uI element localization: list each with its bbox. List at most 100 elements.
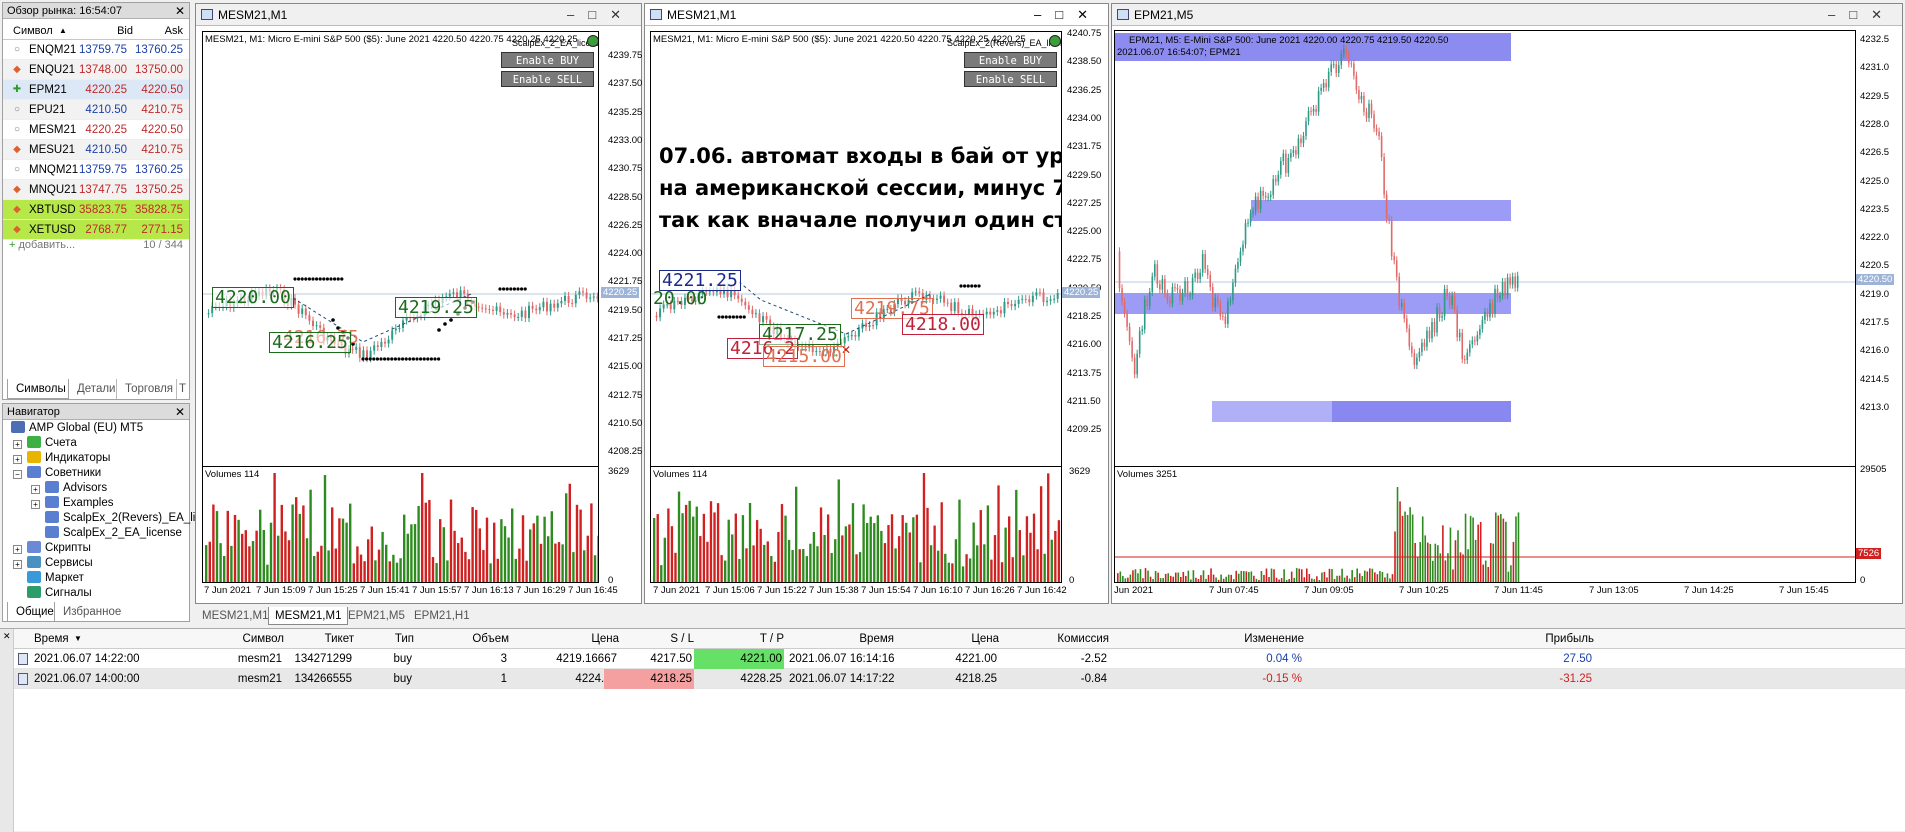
column-header[interactable]: Тикет: [324, 633, 354, 645]
column-header[interactable]: T / P: [759, 633, 784, 645]
chart-window-2-title-bar[interactable]: MESM21,M1 –□✕: [645, 4, 1108, 26]
column-header[interactable]: Изменение: [1244, 633, 1304, 645]
expand-icon[interactable]: +: [31, 485, 40, 494]
expand-icon[interactable]: +: [13, 440, 22, 449]
nav-scripts[interactable]: Скрипты: [27, 540, 91, 556]
chart2-price-plot[interactable]: ✕ MESM21, M1: Micro E-mini S&P 500 ($5):…: [650, 31, 1062, 467]
tab-favorites[interactable]: Избранное: [63, 606, 122, 618]
enable-sell-button[interactable]: Enable SELL: [501, 71, 594, 87]
nav-services[interactable]: Сервисы: [27, 555, 93, 571]
column-header[interactable]: Цена: [591, 633, 619, 645]
nav-ea-scalpex[interactable]: ScalpEx_2_EA_license: [45, 525, 182, 541]
nav-accounts[interactable]: Счета: [27, 435, 77, 451]
enable-sell-button[interactable]: Enable SELL: [964, 71, 1057, 87]
nav-broker[interactable]: AMP Global (EU) MT5: [11, 420, 143, 436]
chart3-price-plot[interactable]: EPM21, M5: E-Mini S&P 500: June 2021 422…: [1114, 30, 1856, 467]
nav-examples[interactable]: Examples: [45, 495, 114, 511]
expand-icon[interactable]: +: [13, 545, 22, 554]
market-watch-row[interactable]: ○ MESM21 4220.25 4220.50: [3, 120, 189, 140]
volume-bar: [291, 504, 294, 582]
y-tick-label: 4216.0: [1860, 345, 1890, 357]
window-controls[interactable]: –□✕: [1034, 7, 1102, 22]
navigator-title-bar[interactable]: Навигатор ✕: [3, 404, 189, 420]
nav-signals[interactable]: Сигналы: [27, 585, 92, 601]
table-row[interactable]: 2021.06.07 14:22:00 mesm21 134271299 buy 3 42…: [14, 649, 1905, 669]
window-controls[interactable]: –□✕: [1828, 7, 1896, 22]
chart-tab[interactable]: EPM21,M5: [348, 610, 405, 622]
tab-general[interactable]: Общие: [7, 602, 55, 622]
chart-tab[interactable]: EPM21,H1: [414, 610, 470, 622]
expand-icon[interactable]: +: [13, 560, 22, 569]
market-watch-row[interactable]: ◆ MESU21 4210.50 4210.75: [3, 140, 189, 160]
chart3-volume-plot[interactable]: Volumes 3251: [1114, 466, 1856, 583]
volume-bar: [575, 504, 579, 582]
nav-market[interactable]: Маркет: [27, 570, 84, 586]
nav-indicators[interactable]: Индикаторы: [27, 450, 110, 466]
column-header[interactable]: Символ: [242, 633, 284, 645]
tab-trading[interactable]: Торговля: [117, 379, 177, 399]
enable-buy-button[interactable]: Enable BUY: [964, 52, 1057, 68]
enable-buy-button[interactable]: Enable BUY: [501, 52, 594, 68]
nav-advisors[interactable]: Advisors: [45, 480, 107, 496]
candle-body: [950, 302, 953, 312]
table-row[interactable]: 2021.06.07 14:00:00 mesm21 134266555 buy 1 42…: [14, 669, 1905, 689]
expand-icon[interactable]: +: [13, 455, 22, 464]
col-symbol-header[interactable]: Символ: [13, 25, 53, 37]
chart-window-1-title-bar[interactable]: MESM21,M1 –□✕: [196, 4, 641, 26]
volume-bar: [1137, 573, 1139, 582]
close-icon[interactable]: ✕: [174, 405, 185, 419]
market-watch-row[interactable]: ○ MNQM21 13759.75 13760.25: [3, 160, 189, 180]
collapse-icon[interactable]: −: [13, 470, 22, 479]
column-header[interactable]: Объем: [472, 633, 509, 645]
market-watch-row[interactable]: ◆ ENQU21 13748.00 13750.00: [3, 60, 189, 80]
volume-bar: [219, 543, 222, 582]
volume-bar: [1190, 579, 1192, 582]
market-watch-title-bar[interactable]: Обзор рынка: 16:54:07 ✕: [3, 3, 189, 19]
volume-bar: [1288, 579, 1290, 582]
x-tick-label: 7 Jun 15:25: [308, 585, 358, 596]
candle-body: [549, 303, 552, 312]
column-header[interactable]: Комиссия: [1057, 633, 1109, 645]
col-ask-header[interactable]: Ask: [164, 25, 183, 37]
add-symbol-row[interactable]: + добавить...: [9, 239, 75, 251]
candle-body: [1363, 95, 1365, 112]
chart-window-3-title-bar[interactable]: EPM21,M5 –□✕: [1112, 4, 1902, 26]
market-watch-row[interactable]: ✚ EPM21 4220.25 4220.50: [3, 80, 189, 100]
nav-experts[interactable]: Советники: [27, 465, 101, 481]
chart1-price-plot[interactable]: MESM21, M1: Micro E-mini S&P 500 ($5): J…: [202, 31, 599, 467]
close-icon[interactable]: ✕: [174, 4, 185, 18]
tab-symbols[interactable]: Символы: [7, 379, 69, 399]
volume-bar: [1434, 543, 1437, 582]
chart2-volume-plot[interactable]: Volumes 114: [650, 466, 1062, 583]
column-header[interactable]: Тип: [394, 633, 414, 645]
volume-bar: [215, 511, 219, 582]
close-icon[interactable]: ✕: [3, 631, 11, 641]
chart1-volume-plot[interactable]: Volumes 114: [202, 466, 599, 583]
market-watch-row[interactable]: ◆ XETUSD 2768.77 2771.15: [3, 220, 189, 240]
window-controls[interactable]: –□✕: [567, 7, 635, 22]
column-header[interactable]: Время: [859, 633, 894, 645]
column-header[interactable]: S / L: [670, 633, 694, 645]
market-watch-row[interactable]: ○ EPU21 4210.50 4210.75: [3, 100, 189, 120]
column-header[interactable]: Время: [34, 633, 69, 645]
column-header[interactable]: Прибыль: [1545, 633, 1594, 645]
table-cell: 2021.06.07 14:00:00: [34, 673, 140, 685]
volume-bar: [1050, 539, 1053, 582]
market-watch-row[interactable]: ◆ XBTUSD 35823.75 35828.75: [3, 200, 189, 220]
candle-body: [882, 309, 885, 319]
chart-tab-active[interactable]: MESM21,M1: [268, 607, 349, 625]
nav-ea-revers[interactable]: ScalpEx_2(Revers)_EA_license: [45, 510, 226, 526]
tab-more[interactable]: Т: [179, 383, 187, 395]
volume-bar: [766, 541, 769, 582]
volume-bar: [670, 526, 674, 582]
chart-tab[interactable]: MESM21,M1: [202, 610, 269, 622]
expand-icon[interactable]: +: [31, 500, 40, 509]
market-watch-row[interactable]: ◆ MNQU21 13747.75 13750.25: [3, 180, 189, 200]
market-watch-row[interactable]: ○ ENQM21 13759.75 13760.25: [3, 40, 189, 60]
volume-bar: [894, 548, 897, 582]
tab-details[interactable]: Детали: [69, 379, 117, 399]
volume-bar: [1047, 473, 1050, 582]
column-header[interactable]: Цена: [971, 633, 999, 645]
candle-body: [1136, 353, 1138, 375]
col-bid-header[interactable]: Bid: [117, 25, 133, 37]
